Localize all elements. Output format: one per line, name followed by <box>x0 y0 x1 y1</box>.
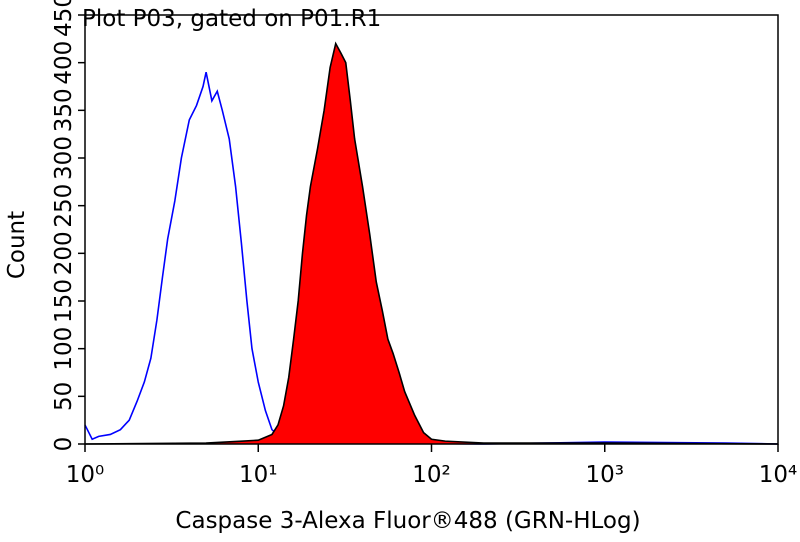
y-tick-label: 100 <box>51 327 77 371</box>
y-axis-label: Count <box>4 211 30 279</box>
y-tick-label: 350 <box>51 88 77 132</box>
x-tick-label: 10² <box>412 462 451 488</box>
x-tick-label: 10¹ <box>239 462 278 488</box>
chart-title: Plot P03, gated on P01.R1 <box>82 6 381 32</box>
x-tick-label: 10⁰ <box>66 462 105 488</box>
plot-frame <box>84 14 779 445</box>
x-tick-label: 10⁴ <box>759 462 798 488</box>
y-tick-label: 50 <box>51 382 77 411</box>
y-tick-label: 300 <box>51 136 77 180</box>
histogram-area <box>85 43 778 444</box>
histogram-line <box>84 72 779 445</box>
y-tick-label: 0 <box>51 437 77 452</box>
plot-area <box>84 41 779 445</box>
x-tick-label: 10³ <box>586 462 625 488</box>
y-tick-label: 250 <box>51 184 77 228</box>
y-tick-label: 400 <box>51 41 77 85</box>
y-tick-label: 150 <box>51 279 77 323</box>
y-tick-label: 200 <box>51 231 77 275</box>
histogram-line <box>84 41 779 445</box>
x-axis-label: Caspase 3-Alexa Fluor®488 (GRN-HLog) <box>175 508 640 534</box>
y-tick-label: 450 <box>51 0 77 37</box>
